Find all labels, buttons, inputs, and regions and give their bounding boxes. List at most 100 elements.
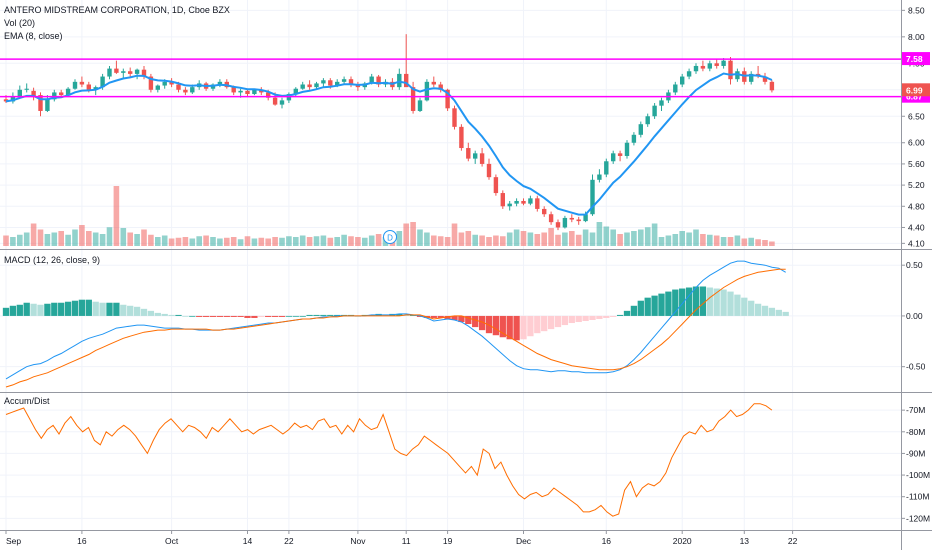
macd-hist-bar	[292, 315, 299, 317]
macd-hist-bar	[679, 288, 686, 316]
volume-bar	[148, 234, 154, 246]
macd-hist-bar	[299, 315, 306, 317]
accum-dist-axis-label: -120M	[906, 513, 930, 523]
time-axis[interactable]: Sep 16 Oct 14 22 Nov 11 19 Dec 16 2020 13 22	[5, 530, 798, 546]
candle	[128, 67, 133, 77]
candle	[72, 79, 78, 90]
price-axis-label: 5.20	[908, 180, 925, 190]
volume-bar	[210, 237, 216, 246]
horizontal-lines[interactable]	[0, 58, 901, 98]
volume-bar	[182, 237, 189, 246]
volume-bar	[748, 237, 754, 246]
price-pane[interactable]: D ANTERO MIDSTREAM CORPORATION, 1D, Cboe…	[0, 5, 901, 246]
macd-hist-bar	[616, 314, 624, 316]
macd-hist-bar	[285, 315, 293, 317]
macd-hist-bar	[396, 313, 403, 316]
candle	[707, 60, 712, 72]
macd-hist-bar	[320, 314, 327, 316]
time-axis-label: Oct	[165, 536, 179, 546]
macd-hist-bar	[223, 315, 230, 317]
macd-hist-bar	[237, 315, 244, 317]
volume-bar	[465, 231, 472, 246]
price-axis-label: 6.50	[908, 111, 925, 121]
volume-bar	[161, 235, 168, 246]
macd-hist-bar	[527, 315, 534, 337]
macd-pane[interactable]: MACD (12, 26, close, 9)	[2, 255, 789, 388]
macd-hist-bar	[499, 315, 506, 338]
candle	[473, 150, 478, 164]
svg-text:7.58: 7.58	[906, 54, 923, 64]
macd-hist-bar	[196, 315, 203, 317]
volume-bar	[244, 236, 251, 246]
macd-hist-bar	[258, 315, 265, 317]
candle	[762, 72, 768, 85]
candle	[693, 63, 699, 74]
macd-hist-bar	[692, 286, 700, 316]
macd-hist-bar	[547, 315, 555, 330]
volume-bar	[596, 222, 603, 246]
candle	[659, 97, 664, 111]
candle	[10, 92, 16, 104]
macd-hist-bar	[133, 306, 141, 316]
macd-hist-bar	[444, 315, 451, 319]
candle	[45, 95, 50, 113]
volume-bar	[493, 235, 499, 246]
macd-hist-bar	[216, 315, 224, 317]
volume-bar	[334, 237, 340, 246]
time-axis-label: Nov	[350, 536, 366, 546]
volume-bar	[79, 225, 85, 246]
volume-bar	[327, 237, 334, 246]
volume-bar	[513, 229, 520, 246]
macd-hist-bar	[140, 308, 148, 316]
svg-text:6.87: 6.87	[906, 92, 923, 102]
volume-bar	[217, 238, 223, 246]
macd-hist-bar	[106, 302, 113, 316]
time-axis-label: 22	[284, 536, 294, 546]
candle	[604, 158, 609, 178]
candle	[121, 68, 126, 80]
macd-hist-bar	[182, 315, 189, 317]
time-axis-label: 22	[788, 536, 798, 546]
volume-bar	[624, 232, 630, 246]
macd-hist-bar	[637, 300, 644, 316]
candle	[548, 211, 554, 225]
volume-bar	[479, 235, 485, 246]
macd-hist-bar	[120, 304, 127, 316]
macd-hist-bar	[409, 314, 417, 316]
volume-bar	[396, 231, 403, 246]
macd-hist-bar	[202, 315, 210, 317]
volume-bar	[155, 237, 161, 246]
volume-bar	[486, 237, 492, 246]
accum-dist-pane[interactable]: Accum/Dist	[4, 396, 773, 517]
volume-bar	[651, 223, 658, 246]
candle	[686, 68, 692, 80]
volume-bar	[541, 232, 547, 246]
price-axis-label: 8.00	[908, 32, 925, 42]
candle	[417, 97, 423, 113]
macd-hist-bar	[472, 315, 479, 328]
macd-hist-bar	[403, 314, 410, 316]
accum-dist-axis[interactable]: -70M -80M -90M -100M -110M -120M	[901, 405, 930, 523]
volume-bar	[741, 238, 748, 246]
volume-bar	[603, 226, 610, 246]
macd-hist-bar	[230, 315, 237, 317]
macd-hist-bar	[58, 302, 65, 316]
price-axis-label: 4.40	[908, 222, 925, 232]
candle	[17, 85, 22, 98]
macd-hist-bar	[644, 297, 651, 316]
candle	[79, 76, 85, 88]
macd-axis[interactable]: 0.50 0.00 -0.50	[901, 260, 926, 372]
time-axis-label: 11	[402, 536, 411, 546]
candle	[245, 89, 250, 97]
candle	[348, 76, 354, 88]
candle	[638, 121, 643, 138]
volume-bar	[569, 231, 575, 246]
candle	[431, 76, 436, 88]
event-badge[interactable]: D	[383, 230, 397, 244]
volume-bar	[362, 237, 368, 246]
volume-legend: Vol (20)	[4, 18, 35, 28]
macd-hist-bar	[127, 305, 134, 316]
macd-hist-bar	[154, 312, 161, 316]
macd-hist-bar	[2, 307, 10, 316]
